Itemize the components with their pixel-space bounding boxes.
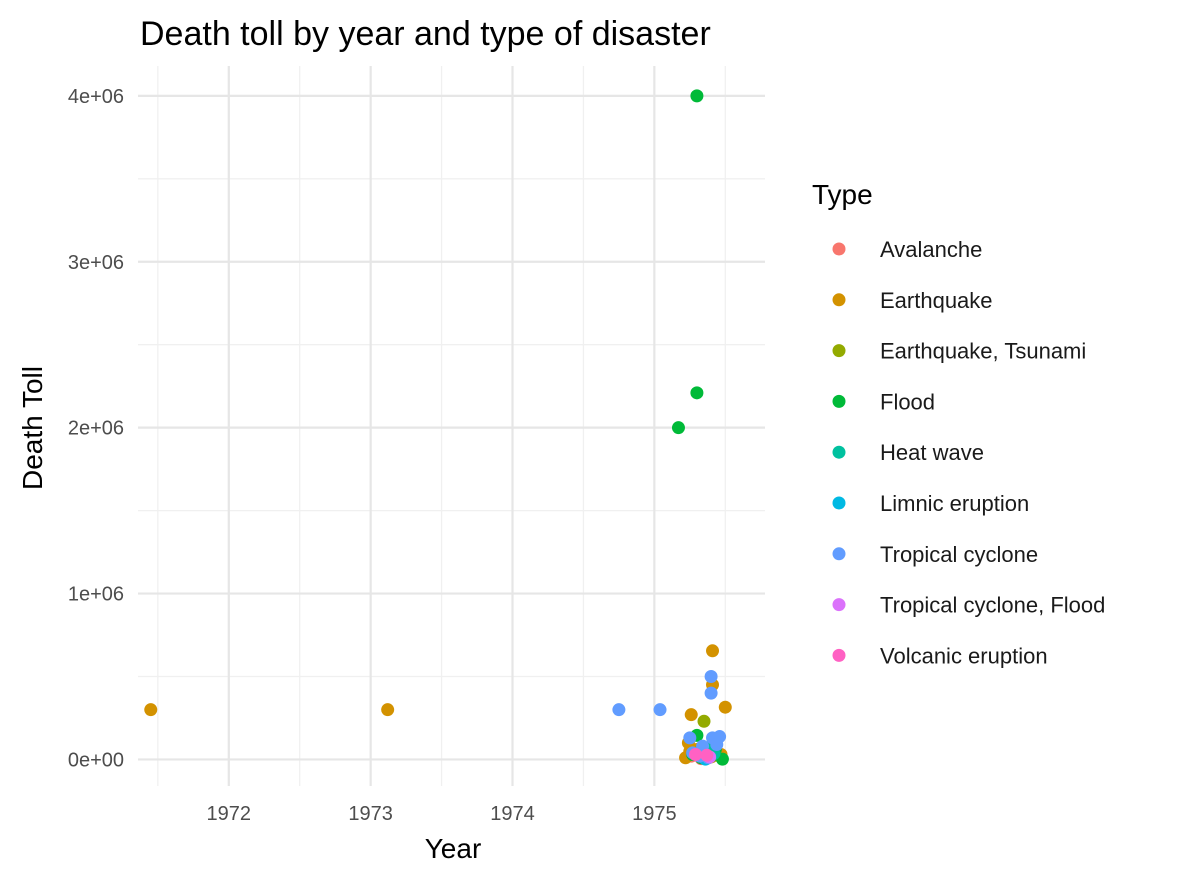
legend-label-tropical-cyclone: Tropical cyclone xyxy=(880,542,1038,567)
legend-title: Type xyxy=(812,179,873,210)
legend-key-tropical-cyclone-flood xyxy=(832,598,846,612)
point-earthquake xyxy=(381,703,395,717)
point-earthquake xyxy=(706,644,720,658)
point-tropical-cyclone xyxy=(612,703,626,717)
legend-label-flood: Flood xyxy=(880,389,935,414)
point-tropical-cyclone xyxy=(683,731,697,745)
x-axis-ticks: 1972 1973 1974 1975 xyxy=(207,803,677,825)
y-tick-label: 3e+06 xyxy=(68,252,124,274)
point-tropical-cyclone xyxy=(710,738,724,752)
legend-label-tropical-cyclone-flood: Tropical cyclone, Flood xyxy=(880,593,1105,618)
point-tropical-cyclone xyxy=(653,703,667,717)
legend-key-flood xyxy=(832,394,846,408)
legend-key-limnic-eruption xyxy=(832,496,846,510)
y-axis-title: Death Toll xyxy=(17,366,48,490)
point-earthquake-tsunami xyxy=(697,714,711,728)
legend-key-tropical-cyclone xyxy=(832,547,846,561)
point-flood xyxy=(671,421,685,435)
legend: Type Avalanche Earthquake Earthquake, Tsun… xyxy=(812,179,1105,668)
y-tick-label: 0e+00 xyxy=(68,749,124,771)
legend-label-earthquake-tsunami: Earthquake, Tsunami xyxy=(880,339,1086,364)
x-tick-label: 1973 xyxy=(348,803,393,825)
legend-label-avalanche: Avalanche xyxy=(880,237,982,262)
point-flood xyxy=(690,386,704,400)
grid xyxy=(138,66,765,786)
y-tick-label: 4e+06 xyxy=(68,86,124,108)
legend-items: Avalanche Earthquake Earthquake, Tsunami Fl… xyxy=(832,237,1105,668)
point-flood xyxy=(690,89,704,103)
point-earthquake xyxy=(718,700,732,714)
x-tick-label: 1974 xyxy=(490,803,535,825)
x-axis-title: Year xyxy=(425,833,482,864)
y-axis-ticks: 0e+00 1e+06 2e+06 3e+06 4e+06 xyxy=(68,86,124,772)
point-tropical-cyclone xyxy=(704,670,718,684)
y-tick-label: 1e+06 xyxy=(68,584,124,606)
legend-key-heat-wave xyxy=(832,445,846,459)
point-earthquake xyxy=(684,708,698,722)
x-tick-label: 1975 xyxy=(632,803,677,825)
legend-label-earthquake: Earthquake xyxy=(880,288,993,313)
legend-key-earthquake xyxy=(832,293,846,307)
legend-key-avalanche xyxy=(832,242,846,256)
legend-label-heat-wave: Heat wave xyxy=(880,440,984,465)
legend-key-volcanic-eruption xyxy=(832,648,846,662)
point-volcanic-eruption xyxy=(688,747,702,761)
data-points xyxy=(144,89,732,766)
chart-title: Death toll by year and type of disaster xyxy=(140,15,711,53)
point-earthquake xyxy=(144,703,158,717)
legend-label-volcanic-eruption: Volcanic eruption xyxy=(880,643,1048,668)
legend-label-limnic-eruption: Limnic eruption xyxy=(880,491,1029,516)
x-tick-label: 1972 xyxy=(207,803,252,825)
legend-key-earthquake-tsunami xyxy=(832,344,846,358)
y-tick-label: 2e+06 xyxy=(68,418,124,440)
point-volcanic-eruption xyxy=(700,748,714,762)
point-tropical-cyclone xyxy=(704,686,718,700)
